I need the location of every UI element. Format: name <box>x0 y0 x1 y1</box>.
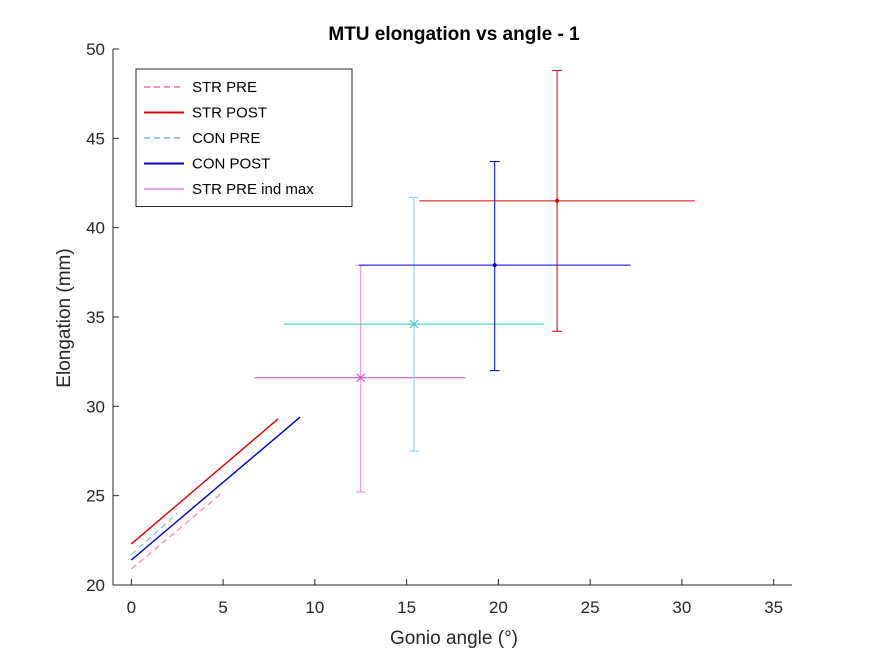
y-axis-label: Elongation (mm) <box>54 248 75 387</box>
y-tick-label: 30 <box>86 397 105 416</box>
error-point-str-pre-ind-max <box>254 264 466 493</box>
y-tick-label: 35 <box>86 308 105 327</box>
x-tick-label: 15 <box>397 598 416 617</box>
legend-label-con-post: CON POST <box>192 156 270 173</box>
x-tick-label: 30 <box>672 598 691 617</box>
x-tick-label: 25 <box>581 598 600 617</box>
error-point-con-post <box>358 161 631 372</box>
dot-marker <box>492 263 497 268</box>
plot-area <box>130 69 695 570</box>
y-tick-label: 40 <box>86 219 105 238</box>
x-axis-label: Gonio angle (°) <box>390 628 518 649</box>
series-line-con-pre <box>130 513 178 556</box>
legend: STR PRE STR POST CON PRE CON POST STR PRE in… <box>135 68 353 207</box>
legend-label-str-pre: STR PRE <box>192 79 257 96</box>
x-tick-label: 0 <box>127 598 136 617</box>
y-tick-label: 20 <box>86 576 105 595</box>
legend-label-str-pre-ind-max: STR PRE ind max <box>192 181 314 198</box>
error-point-con-pre <box>283 196 545 452</box>
x-tick-label: 35 <box>764 598 783 617</box>
x-marker <box>356 373 366 383</box>
x-marker <box>409 319 419 329</box>
legend-box <box>135 68 353 207</box>
error-point-str-post <box>419 69 695 332</box>
axes: 0 5 10 15 20 25 30 35 20 25 30 35 40 45 50 <box>86 40 792 617</box>
x-tick-label: 5 <box>218 598 227 617</box>
chart-title: MTU elongation vs angle - 1 <box>328 24 580 45</box>
y-tick-label: 50 <box>86 40 105 59</box>
series-line-str-pre <box>130 491 224 570</box>
x-tick-label: 20 <box>489 598 508 617</box>
x-tick-label: 10 <box>305 598 324 617</box>
dot-marker <box>555 198 560 203</box>
series-line-str-post <box>130 418 279 545</box>
legend-label-con-pre: CON PRE <box>192 130 260 147</box>
legend-label-str-post: STR POST <box>192 105 267 122</box>
series-line-con-post <box>130 416 301 561</box>
y-tick-label: 25 <box>86 487 105 506</box>
y-tick-label: 45 <box>86 129 105 148</box>
